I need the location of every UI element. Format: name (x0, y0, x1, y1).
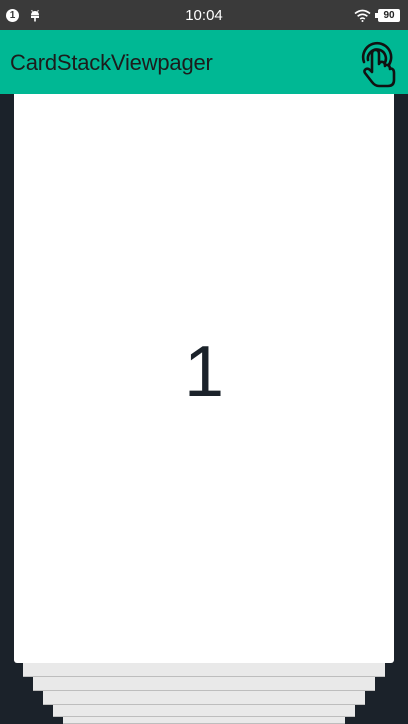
notification-badge: 1 (6, 9, 19, 22)
battery-icon: 90 (375, 9, 400, 22)
status-bar: 1 10:04 90 (0, 0, 408, 30)
android-icon (31, 9, 39, 22)
touch-gesture-icon (361, 41, 396, 88)
app-title: CardStackViewpager (10, 50, 213, 75)
stacked-card (33, 676, 375, 691)
stacked-card (43, 690, 365, 705)
current-card[interactable]: 1 (14, 94, 394, 663)
touch-action-button[interactable] (352, 36, 398, 88)
status-clock: 10:04 (185, 7, 223, 24)
wifi-icon (354, 9, 371, 22)
app-bar: CardStackViewpager (0, 30, 408, 94)
stacked-card (53, 702, 355, 717)
stacked-card (23, 662, 385, 677)
card-number: 1 (183, 332, 225, 412)
